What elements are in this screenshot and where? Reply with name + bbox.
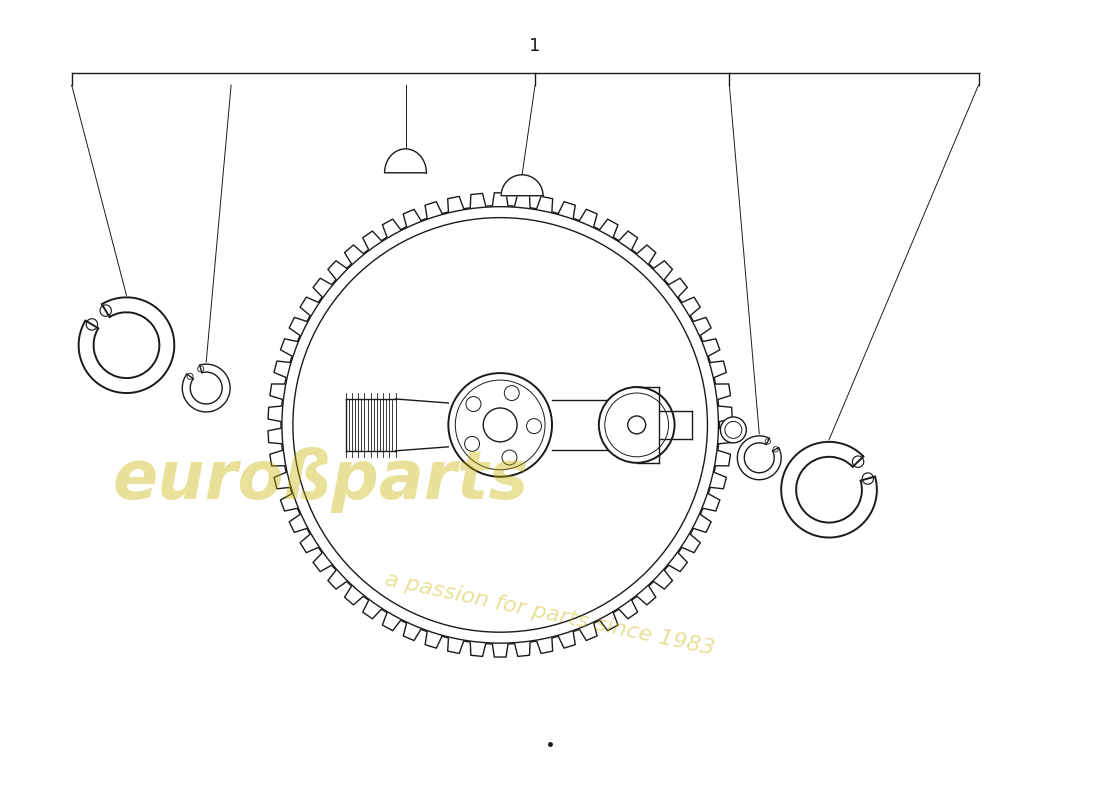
Polygon shape — [385, 149, 427, 173]
Text: euroßparts: euroßparts — [112, 446, 529, 513]
Circle shape — [483, 408, 517, 442]
Polygon shape — [345, 399, 396, 451]
Polygon shape — [502, 175, 543, 196]
Circle shape — [464, 436, 480, 451]
Polygon shape — [659, 411, 692, 439]
Polygon shape — [268, 193, 733, 657]
Circle shape — [720, 417, 746, 443]
Text: 1: 1 — [529, 38, 541, 55]
Polygon shape — [637, 387, 659, 462]
Circle shape — [466, 397, 481, 411]
Circle shape — [502, 450, 517, 465]
Text: a passion for parts since 1983: a passion for parts since 1983 — [384, 570, 716, 659]
Circle shape — [266, 190, 735, 659]
Polygon shape — [552, 400, 635, 450]
Circle shape — [598, 387, 674, 462]
Circle shape — [293, 218, 707, 632]
Polygon shape — [386, 403, 449, 447]
Circle shape — [449, 373, 552, 477]
Circle shape — [527, 418, 541, 434]
Circle shape — [504, 386, 519, 401]
Circle shape — [628, 416, 646, 434]
